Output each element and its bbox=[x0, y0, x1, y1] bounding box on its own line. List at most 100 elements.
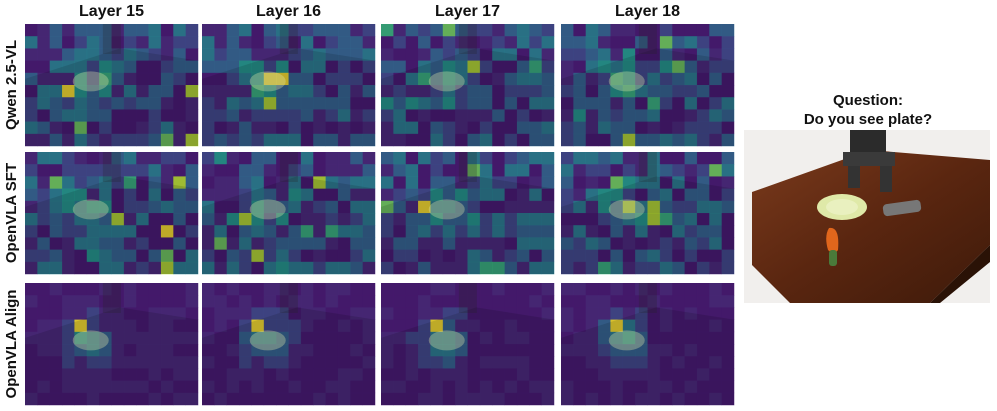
heat-cell bbox=[37, 344, 51, 357]
heat-cell bbox=[516, 368, 530, 381]
heat-cell bbox=[325, 261, 339, 275]
heat-cell bbox=[541, 72, 555, 86]
heat-cell bbox=[598, 36, 611, 49]
heat-cell bbox=[381, 97, 394, 110]
heat-cell bbox=[721, 133, 735, 147]
heat-cell bbox=[442, 200, 456, 214]
heat-cell bbox=[99, 109, 112, 122]
heat-cell bbox=[405, 319, 419, 333]
heat-cell bbox=[467, 307, 481, 320]
heat-cell bbox=[226, 72, 240, 86]
heat-cell bbox=[635, 225, 648, 238]
heat-cell bbox=[239, 237, 252, 250]
heat-cell bbox=[160, 97, 174, 110]
heat-cell bbox=[635, 133, 648, 147]
heat-cell bbox=[516, 319, 530, 333]
heat-cell bbox=[393, 249, 407, 263]
heat-cell bbox=[672, 85, 685, 98]
heat-cell bbox=[381, 307, 394, 320]
heat-cell bbox=[709, 60, 722, 74]
heat-cell bbox=[25, 261, 38, 275]
heat-cell bbox=[136, 307, 149, 320]
heat-cell bbox=[561, 60, 574, 74]
heat-cell bbox=[325, 72, 339, 86]
heat-cell bbox=[160, 319, 174, 333]
heat-cell bbox=[136, 392, 149, 406]
heat-cell bbox=[37, 213, 51, 226]
heat-cell bbox=[263, 237, 277, 250]
heat-cell bbox=[74, 295, 88, 308]
heat-cell bbox=[455, 380, 468, 394]
heat-cell bbox=[185, 225, 199, 238]
heat-cell bbox=[381, 225, 394, 238]
heat-cell bbox=[610, 344, 624, 357]
heat-cell bbox=[251, 283, 265, 296]
heat-cell bbox=[455, 261, 468, 275]
heat-cell bbox=[561, 368, 574, 381]
heat-cell bbox=[635, 213, 648, 226]
heat-cell bbox=[635, 109, 648, 122]
heat-cell bbox=[529, 188, 542, 202]
heat-cell bbox=[37, 97, 51, 110]
heat-cell bbox=[381, 48, 394, 61]
heat-cell bbox=[672, 24, 685, 37]
heat-cell bbox=[288, 24, 302, 37]
heat-cell bbox=[721, 109, 735, 122]
heat-cell bbox=[251, 164, 265, 177]
heat-cell bbox=[659, 97, 673, 110]
heat-cell bbox=[263, 331, 277, 345]
heat-cell bbox=[684, 261, 698, 275]
heat-cell bbox=[684, 24, 698, 37]
heat-cell bbox=[313, 237, 326, 250]
heat-cell bbox=[160, 261, 174, 275]
heat-cell bbox=[362, 237, 376, 250]
heat-cell bbox=[504, 85, 518, 98]
heat-cell bbox=[173, 48, 186, 61]
heat-cell bbox=[492, 249, 505, 263]
heat-cell bbox=[160, 295, 174, 308]
heat-cell bbox=[136, 295, 149, 308]
heat-cell bbox=[455, 36, 468, 49]
heat-cell bbox=[136, 109, 149, 122]
heat-cell bbox=[573, 24, 587, 37]
heat-cell bbox=[516, 200, 530, 214]
heat-cell bbox=[381, 380, 394, 394]
heat-cell bbox=[610, 121, 624, 135]
heat-cell bbox=[405, 213, 419, 226]
heat-cell bbox=[684, 97, 698, 110]
heat-cell bbox=[86, 368, 100, 381]
heat-cell bbox=[99, 121, 112, 135]
heat-cell bbox=[647, 295, 661, 308]
heat-cell bbox=[418, 307, 431, 320]
heat-cell bbox=[202, 237, 215, 250]
heat-cell bbox=[516, 60, 530, 74]
heat-cell bbox=[479, 261, 493, 275]
heat-cell bbox=[337, 109, 351, 122]
heat-cell bbox=[405, 164, 419, 177]
heat-cell bbox=[226, 331, 240, 345]
heat-cell bbox=[541, 331, 555, 345]
heat-cell bbox=[25, 283, 38, 296]
heat-cell bbox=[598, 48, 611, 61]
heat-cell bbox=[276, 331, 289, 345]
heat-cell bbox=[610, 200, 624, 214]
heat-cell bbox=[516, 85, 530, 98]
heat-cell bbox=[455, 213, 468, 226]
heat-cell bbox=[123, 261, 137, 275]
heat-cell bbox=[337, 164, 351, 177]
heat-cell bbox=[173, 295, 186, 308]
heat-cell bbox=[721, 97, 735, 110]
heat-cell bbox=[160, 60, 174, 74]
heat-cell bbox=[541, 319, 555, 333]
heat-cell bbox=[74, 121, 88, 135]
heat-cell bbox=[123, 356, 137, 369]
heat-cell bbox=[529, 261, 542, 275]
heat-cell bbox=[405, 121, 419, 135]
heat-cell bbox=[313, 200, 326, 214]
heat-cell bbox=[251, 331, 265, 345]
heat-cell bbox=[393, 307, 407, 320]
heat-cell bbox=[405, 36, 419, 49]
heat-cell bbox=[622, 200, 636, 214]
heat-cell bbox=[350, 249, 363, 263]
heat-cell bbox=[239, 261, 252, 275]
